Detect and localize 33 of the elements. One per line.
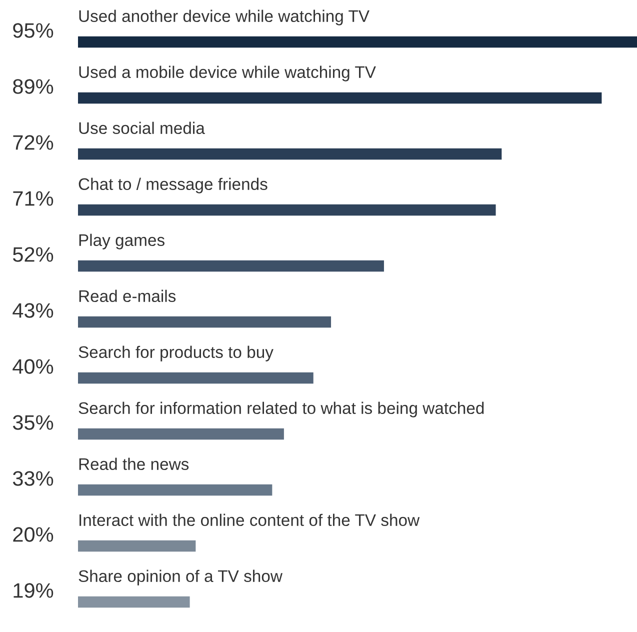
bar [78, 316, 332, 328]
y-tick-label: Search for information related to what is being watched [78, 402, 484, 418]
bar [78, 428, 284, 440]
bar [78, 92, 602, 104]
bar [78, 260, 384, 272]
data-label: 40% [12, 359, 54, 374]
data-label: 43% [12, 303, 54, 318]
y-tick-label: Search for products to buy [78, 346, 274, 362]
data-label: 52% [12, 247, 54, 262]
data-label: 71% [13, 191, 54, 206]
data-label: 95% [13, 23, 54, 38]
bar [78, 484, 272, 496]
bar [78, 148, 502, 160]
bar [78, 372, 314, 384]
bar [78, 596, 190, 608]
y-tick-label: Used another device while watching TV [79, 10, 370, 26]
data-label: 20% [13, 527, 54, 542]
bar [78, 540, 196, 552]
data-label: 72% [13, 135, 54, 150]
bar [78, 36, 637, 48]
data-label: 33% [12, 471, 54, 486]
y-tick-label: Read e-mails [79, 290, 176, 302]
y-tick-label: Interact with the online content of the TV show [80, 514, 420, 526]
y-tick-label: Use social media [79, 122, 205, 134]
y-tick-label: Read the news [79, 458, 189, 470]
y-tick-label: Used a mobile device while watching TV [79, 66, 376, 82]
data-label: 89% [13, 79, 54, 94]
bar [78, 204, 496, 216]
y-tick-label: Chat to / message friends [78, 178, 268, 194]
y-tick-label: Play games [79, 234, 164, 250]
data-label: 19% [14, 583, 54, 598]
y-tick-label: Share opinion of a TV show [78, 570, 283, 586]
data-label: 35% [12, 415, 54, 430]
